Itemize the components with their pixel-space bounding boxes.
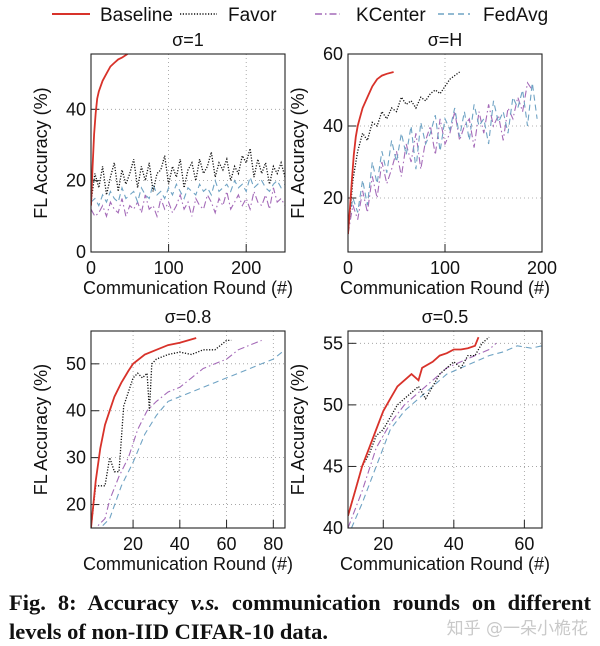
y-tick-label: 20 xyxy=(66,495,86,515)
caption-italic: v.s. xyxy=(190,590,220,615)
chart-panel-3: σ=0.8 20 40 60 80 20 30 40 50 Communication Round… xyxy=(31,307,293,574)
y-axis-label: FL Accuracy (%) xyxy=(288,364,308,495)
x-tick-label: 40 xyxy=(444,534,464,554)
series-line-baseline xyxy=(91,337,197,528)
series-line-fedavg xyxy=(350,345,542,528)
x-tick-label: 0 xyxy=(343,258,353,278)
x-tick-label: 100 xyxy=(430,258,460,278)
series-line-baseline xyxy=(348,71,394,235)
x-tick-label: 0 xyxy=(86,258,96,278)
chart-title: σ=0.8 xyxy=(165,307,212,327)
y-tick-label: 20 xyxy=(323,188,343,208)
x-tick-label: 200 xyxy=(527,258,557,278)
series-line-kcenter xyxy=(348,81,533,235)
y-tick-label: 40 xyxy=(323,518,343,538)
y-tick-label: 40 xyxy=(66,401,86,421)
y-tick-label: 60 xyxy=(323,44,343,64)
series-line-favor xyxy=(91,148,285,203)
series-line-baseline xyxy=(348,336,480,516)
plot-frame xyxy=(347,330,543,529)
y-tick-label: 30 xyxy=(66,448,86,468)
y-axis-label: FL Accuracy (%) xyxy=(288,87,308,218)
series-line-fedavg xyxy=(348,82,538,227)
chart-panel-1: σ=1 0 100 200 0 20 40 Communication Round (#) FL… xyxy=(31,30,293,298)
watermark: 知乎 @一朵小桅花 xyxy=(446,619,588,639)
legend-item-baseline: Baseline xyxy=(52,5,173,26)
series-line-favor xyxy=(348,336,490,516)
x-tick-label: 60 xyxy=(217,534,237,554)
chart-panel-2: σ=H 0 100 200 20 40 60 Communication Round (#) F… xyxy=(288,30,557,298)
y-tick-label: 0 xyxy=(76,242,86,262)
y-tick-label: 40 xyxy=(66,99,86,119)
legend-item-kcenter: KCenter xyxy=(315,5,426,26)
legend: Baseline Favor KCenter FedAvg xyxy=(52,5,548,26)
legend-item-favor: Favor xyxy=(180,5,277,26)
y-tick-label: 50 xyxy=(323,395,343,415)
legend-label: Baseline xyxy=(100,5,173,26)
figure-caption: Fig. 8: Accuracy v.s. communication roun… xyxy=(9,588,591,646)
series-line-fedavg xyxy=(91,175,285,207)
plot-frame xyxy=(90,330,286,529)
x-axis-label: Communication Round (#) xyxy=(83,278,293,298)
chart-title: σ=H xyxy=(428,30,463,50)
legend-label: KCenter xyxy=(356,5,426,26)
y-axis-label: FL Accuracy (%) xyxy=(31,87,51,218)
y-tick-label: 55 xyxy=(323,333,343,353)
y-tick-label: 20 xyxy=(66,171,86,191)
y-tick-label: 50 xyxy=(66,354,86,374)
x-tick-label: 80 xyxy=(263,534,283,554)
plot-frame xyxy=(90,53,286,253)
x-tick-label: 60 xyxy=(514,534,534,554)
y-axis-label: FL Accuracy (%) xyxy=(31,364,51,495)
caption-prefix: Fig. 8: Accuracy xyxy=(9,590,191,615)
legend-item-fedavg: FedAvg xyxy=(438,5,548,26)
legend-label: Favor xyxy=(228,5,277,26)
x-tick-label: 20 xyxy=(373,534,393,554)
plot-frame xyxy=(347,53,543,253)
x-axis-label: Communication Round (#) xyxy=(83,554,293,574)
y-tick-label: 45 xyxy=(323,456,343,476)
x-axis-label: Communication Round (#) xyxy=(340,278,550,298)
caption-suffix: communication rounds on different levels… xyxy=(9,590,591,644)
series-line-kcenter xyxy=(348,342,497,528)
x-tick-label: 20 xyxy=(123,534,143,554)
series-line-favor xyxy=(91,339,232,528)
y-tick-label: 40 xyxy=(323,116,343,136)
series-line-kcenter xyxy=(91,187,285,219)
legend-label: FedAvg xyxy=(483,5,548,26)
chart-panel-4: σ=0.5 20 40 60 40 45 50 55 Communication Round (… xyxy=(288,307,550,574)
x-tick-label: 200 xyxy=(231,258,261,278)
series-line-kcenter xyxy=(94,339,262,528)
x-axis-label: Communication Round (#) xyxy=(340,554,550,574)
x-tick-label: 100 xyxy=(154,258,184,278)
x-tick-label: 40 xyxy=(170,534,190,554)
chart-title: σ=0.5 xyxy=(422,307,469,327)
series-line-favor xyxy=(348,71,460,235)
series-line-baseline xyxy=(91,54,128,206)
chart-title: σ=1 xyxy=(172,30,204,50)
series-line-fedavg xyxy=(99,349,285,528)
